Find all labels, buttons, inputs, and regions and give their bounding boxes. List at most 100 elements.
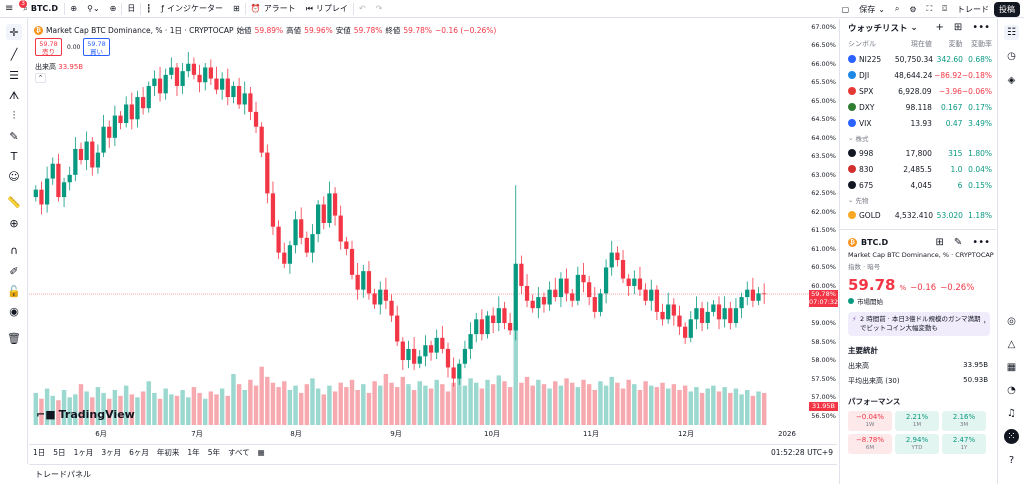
bell-icon[interactable]: ♫ <box>1007 408 1016 419</box>
chart-type-button[interactable]: ⚲⌄ <box>82 0 105 18</box>
zoom-icon[interactable]: ⊕ <box>9 216 19 230</box>
fullscreen-button[interactable]: ⛶ <box>922 0 938 18</box>
watchlist-row[interactable]: DJI 48,644.24 −86.92 −0.18% <box>840 67 996 83</box>
range-button[interactable]: 年初来 <box>156 448 180 457</box>
volume-bar <box>242 390 247 425</box>
emoji-icon[interactable]: ☺ <box>8 169 20 183</box>
chevron-down-icon[interactable]: ⌄ <box>910 23 918 33</box>
interval-button[interactable]: 日 <box>122 0 140 18</box>
ideas-icon[interactable]: △ <box>1007 339 1016 350</box>
watchlist-row[interactable]: DXY 98.118 0.167 0.17% <box>840 99 996 115</box>
brush-icon[interactable]: ✎ <box>9 129 19 143</box>
section-futures[interactable]: ⌄ 先物 <box>840 193 996 207</box>
performance-cell[interactable]: −0.04% 1W <box>848 411 892 431</box>
performance-cell[interactable]: 2.47% 1Y <box>942 434 986 454</box>
symbol-search-button[interactable]: ⌕ BTC.D <box>18 0 64 18</box>
watchlist-title[interactable]: ウォッチリスト <box>848 24 908 34</box>
trade-panel-tab[interactable]: トレードパネル <box>29 464 837 484</box>
buy-button[interactable]: 59.78 買い <box>83 38 110 56</box>
col-symbol[interactable]: シンボル <box>848 40 876 48</box>
more-icon[interactable]: ••• <box>972 237 990 248</box>
performance-cell[interactable]: −8.78% 6M <box>848 434 892 454</box>
notifications-icon[interactable]: ◔ <box>1007 385 1016 396</box>
apps-icon[interactable]: ⁙ <box>1004 429 1019 444</box>
news-card[interactable]: ⚡ 2 時間前 · 本日3億ドル規模のガンマ満期でビットコイン大幅変動も › <box>848 312 990 336</box>
magnet-icon[interactable]: ∩ <box>9 243 19 257</box>
range-button[interactable]: 5年 <box>207 448 220 457</box>
performance-cell[interactable]: 2.21% 1M <box>895 411 939 431</box>
range-button[interactable]: 6ヶ月 <box>129 448 149 457</box>
range-button[interactable]: すべて <box>227 448 250 457</box>
volume-bar <box>146 381 151 425</box>
indicators-button[interactable]: ƒ インジケーター <box>156 0 228 18</box>
redo-button[interactable]: ↷ <box>371 0 388 18</box>
range-button[interactable]: 1日 <box>33 448 46 457</box>
trash-icon[interactable]: 🗑 <box>7 331 21 345</box>
range-button[interactable]: 5日 <box>53 448 66 457</box>
calendar-icon[interactable]: ▦ <box>257 448 265 457</box>
trendline-icon[interactable]: ╱ <box>10 47 18 61</box>
target-icon[interactable]: ◎ <box>1007 316 1016 327</box>
add-symbol-button[interactable]: ⊕ <box>105 0 122 18</box>
volume-bar <box>310 378 315 425</box>
help-icon[interactable]: ? <box>1008 455 1015 466</box>
watchlist-row[interactable]: NI225 50,750.34 342.60 0.68% <box>840 51 996 67</box>
grid-icon[interactable]: ⊞ <box>935 237 944 248</box>
watchlist-row[interactable]: GOLD 4,532.410 53.020 1.18% <box>840 207 996 223</box>
candlestick-chart[interactable]: 6月 7月 8月 9月 10月 11月 12月 2026 <box>29 19 837 444</box>
layers-icon[interactable]: ◈ <box>1007 75 1016 86</box>
col-last[interactable]: 現在値 <box>910 40 932 48</box>
watchlist-row[interactable]: 830 2,485.5 1.0 0.04% <box>840 161 996 177</box>
crosshair-icon[interactable]: ✛ <box>6 24 22 40</box>
eye-icon[interactable]: ◉ <box>9 304 19 318</box>
ruler-icon[interactable]: 📏 <box>7 195 21 209</box>
range-button[interactable]: 1ヶ月 <box>73 448 94 457</box>
templates-button[interactable]: ⊞ <box>228 0 245 18</box>
lock-drawing-icon[interactable]: ✐ <box>9 264 19 278</box>
menu-button[interactable]: ≡ 3 <box>0 0 27 18</box>
snapshot-button[interactable]: ⌼ <box>937 0 952 18</box>
measure-icon[interactable]: ⫶ <box>12 109 16 122</box>
grid-icon[interactable]: ⊞ <box>953 22 963 33</box>
section-stocks[interactable]: ⌄ 株式 <box>840 131 996 145</box>
trade-button[interactable]: トレード <box>952 0 994 18</box>
alerts-button[interactable]: ⏰ アラート <box>246 0 301 18</box>
performance-cell[interactable]: 2.16% 3M <box>942 411 986 431</box>
quick-search-button[interactable]: ⌕ <box>890 0 904 18</box>
watchlist-icon[interactable]: ☷ <box>1004 25 1019 40</box>
undo-button[interactable]: ↶ <box>354 0 371 18</box>
candle-style-button[interactable]: ┇ <box>141 0 156 18</box>
col-change[interactable]: 変動 <box>948 40 963 48</box>
col-percent[interactable]: 変動率 <box>971 40 992 48</box>
price-tick: 57.50% <box>811 374 836 383</box>
watchlist-row[interactable]: VIX 13.93 0.47 3.49% <box>840 115 996 131</box>
chart-area[interactable]: 6月 7月 8月 9月 10月 11月 12月 2026 ₿ Market Cap BTC D… <box>29 19 837 444</box>
watchlist-row[interactable]: SPX 6,928.09 −3.96 −0.06% <box>840 83 996 99</box>
post-button[interactable]: 投稿 <box>994 1 1020 17</box>
range-button[interactable]: 1年 <box>187 448 200 457</box>
clock-icon[interactable]: ◷ <box>1007 51 1016 62</box>
clock[interactable]: 01:52:28 UTC+9 <box>771 448 833 457</box>
price-axis[interactable]: 67.00% 66.50% 66.00% 65.50% 65.00% 64.50% 64.0… <box>808 19 838 429</box>
replay-button[interactable]: ⏮ リプレイ <box>301 0 353 18</box>
details-symbol[interactable]: BTC.D <box>861 237 889 247</box>
watchlist-row[interactable]: 675 4,045 6 0.15% <box>840 177 996 193</box>
edit-icon[interactable]: ✎ <box>953 237 963 248</box>
performance-cell[interactable]: 2.94% YTD <box>895 434 939 454</box>
calendar-icon[interactable]: ▦ <box>1006 362 1017 373</box>
candle-body <box>214 78 219 90</box>
range-button[interactable]: 3ヶ月 <box>101 448 122 457</box>
sell-button[interactable]: 59.78 売り <box>35 38 62 56</box>
plus-icon[interactable]: + <box>935 22 944 33</box>
save-button[interactable]: 保存 ⌄ <box>854 0 890 18</box>
compare-button[interactable]: ⊕ <box>65 0 82 18</box>
layout-button[interactable]: ▢ <box>837 0 855 18</box>
collapse-legend-button[interactable]: ⌃ <box>35 73 46 83</box>
fib-icon[interactable]: ☰ <box>9 68 19 82</box>
watchlist-row[interactable]: 998 17,800 315 1.80% <box>840 145 996 161</box>
pattern-icon[interactable]: ᗑ <box>8 89 20 102</box>
lock-icon[interactable]: 🔓 <box>7 284 21 298</box>
text-icon[interactable]: T <box>10 149 18 163</box>
settings-button[interactable]: ⚙ <box>904 0 921 18</box>
more-icon[interactable]: ••• <box>972 22 990 33</box>
